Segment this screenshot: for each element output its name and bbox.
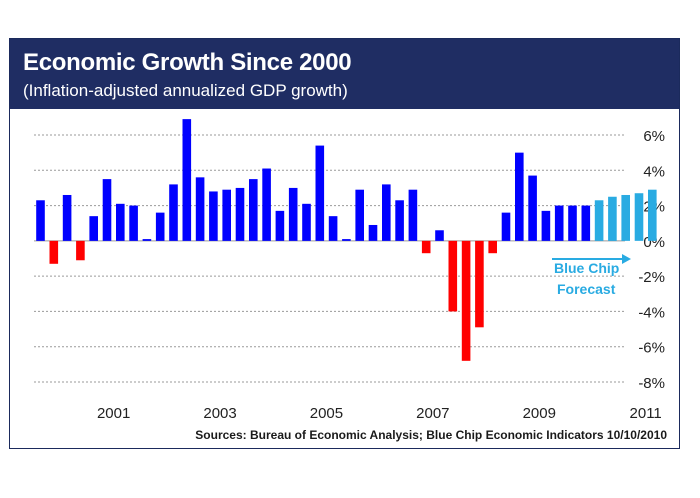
gdp-bar (262, 168, 271, 241)
x-tick-label: 2009 (523, 405, 556, 422)
gdp-bar (62, 194, 72, 241)
gdp-bar (541, 210, 551, 241)
gdp-bar (235, 187, 245, 241)
gdp-bar (76, 240, 85, 261)
y-tick-label: 4% (643, 163, 665, 180)
source-note: Sources: Bureau of Economic Analysis; Bl… (195, 428, 667, 442)
gdp-bar (49, 240, 59, 264)
gdp-bar (209, 191, 218, 241)
gdp-bar (382, 184, 391, 241)
gdp-bar (249, 179, 258, 241)
x-tick-label: 2003 (203, 405, 236, 422)
chart-header: Economic Growth Since 2000 (Inflation-ad… (10, 39, 679, 109)
y-tick-label: -6% (638, 340, 665, 357)
x-tick-label: 2005 (310, 405, 343, 422)
y-tick-label: -8% (638, 375, 665, 392)
gdp-bar (461, 240, 471, 361)
gdp-bar (102, 179, 112, 241)
x-tick-label: 2007 (416, 405, 449, 422)
gdp-bar (435, 230, 444, 241)
y-tick-label: 6% (643, 128, 665, 145)
chart-frame: Economic Growth Since 2000 (Inflation-ad… (9, 38, 680, 449)
gdp-bar (355, 189, 364, 241)
gdp-bar (501, 212, 511, 241)
gdp-bar (116, 203, 125, 241)
gdp-bar-chart: 6%4%2%0%-2%-4%-6%-8%20012003200520072009… (34, 119, 665, 422)
gdp-bar (36, 200, 45, 241)
gdp-bar (155, 212, 165, 241)
x-tick-label: 2011 (630, 405, 662, 422)
gdp-bar (581, 205, 591, 241)
gdp-bar (342, 239, 351, 241)
gdp-bar (302, 203, 311, 241)
chart-title: Economic Growth Since 2000 (23, 49, 352, 76)
gdp-bar (368, 224, 378, 241)
gdp-bar (448, 240, 458, 312)
forecast-bar (608, 196, 617, 241)
forecast-bar (648, 189, 657, 241)
gdp-bar (142, 239, 152, 241)
gdp-bar (395, 200, 404, 241)
gdp-bar (129, 205, 138, 241)
gdp-bar (568, 205, 577, 241)
gdp-bar (275, 210, 285, 241)
gdp-bar (315, 145, 325, 241)
gdp-bar (421, 240, 431, 254)
forecast-arrow-head (622, 254, 631, 264)
forecast-label-line1: Blue Chip (554, 260, 619, 276)
gdp-bar (515, 152, 524, 241)
forecast-bar (594, 200, 604, 241)
gdp-bar (288, 187, 298, 241)
gdp-bar (89, 216, 98, 241)
gdp-bar (222, 189, 231, 241)
gdp-bar (328, 216, 338, 241)
gdp-bar (169, 184, 178, 241)
gdp-bar (182, 119, 192, 241)
gdp-bar (408, 189, 418, 241)
forecast-bar (621, 194, 630, 241)
gdp-bar (528, 175, 537, 241)
gdp-bar (488, 240, 497, 254)
gdp-bar (554, 205, 564, 241)
forecast-label-line2: Forecast (557, 281, 616, 297)
gdp-bar (475, 240, 484, 328)
y-tick-label: -4% (638, 304, 665, 321)
x-tick-label: 2001 (97, 405, 130, 422)
forecast-bar (634, 193, 644, 241)
gdp-bar (195, 177, 205, 241)
y-tick-label: -2% (638, 269, 665, 286)
chart-subtitle: (Inflation-adjusted annualized GDP growt… (23, 81, 348, 100)
